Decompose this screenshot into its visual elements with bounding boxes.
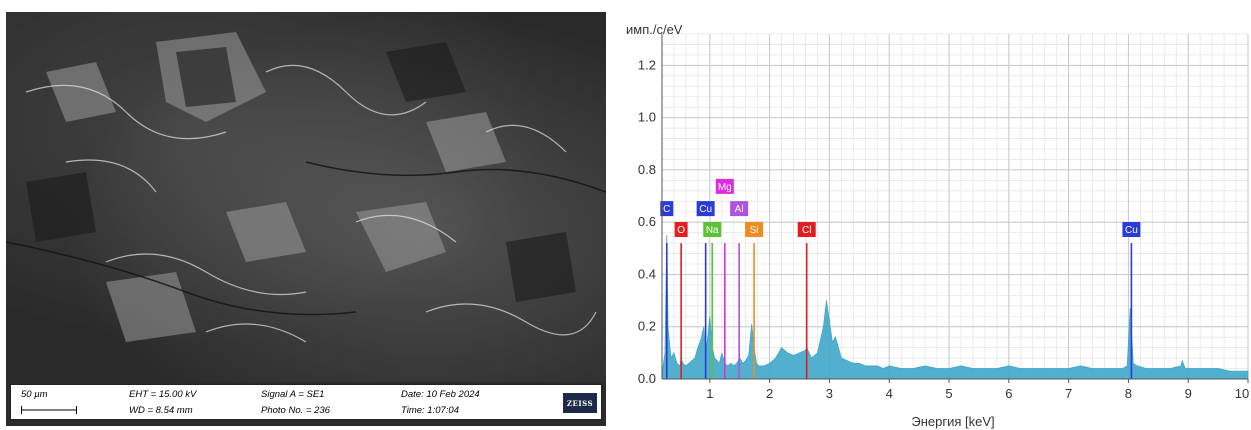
photo-number-text: Photo No. = 236 (261, 405, 330, 416)
x-tick-label: 5 (945, 386, 952, 401)
element-label-o: O (677, 225, 685, 236)
zeiss-logo-text: ZEISS (566, 398, 594, 408)
y-tick-label: 1.0 (638, 110, 656, 125)
x-tick-label: 2 (766, 386, 773, 401)
scale-bar (21, 406, 77, 414)
element-label-box-cu (696, 201, 715, 217)
time-text: Time: 1:07:04 (401, 405, 460, 416)
element-label-box-cu (1122, 222, 1141, 238)
eht-text: EHT = 15.00 kV (129, 389, 197, 400)
element-label-si: Si (750, 225, 759, 236)
y-tick-label: 0.4 (638, 266, 656, 281)
element-label-al: Al (735, 204, 744, 215)
x-tick-label: 6 (1005, 386, 1012, 401)
grid-layer (661, 33, 1249, 380)
date-text: Date: 10 Feb 2024 (401, 389, 480, 400)
x-tick-label: 3 (826, 386, 833, 401)
element-label-cu: Cu (699, 204, 712, 215)
plot-background (662, 34, 1248, 379)
element-label-na: Na (706, 225, 719, 236)
x-tick-label: 8 (1125, 386, 1132, 401)
axes-layer: 0.0 0.2 0.4 0.6 0.8 1.0 1.2 1 2 3 4 5 6 7 8 9 10 (638, 34, 1249, 401)
element-label-cu: Cu (1125, 225, 1138, 236)
element-label-mg: Mg (718, 182, 732, 193)
element-label-box-c (660, 201, 674, 217)
spectrum-area (661, 235, 1249, 380)
element-label-box-na (703, 222, 722, 238)
y-tick-label: 0.2 (638, 319, 656, 334)
x-tick-label: 4 (886, 386, 893, 401)
signal-text: Signal A = SE1 (261, 389, 325, 400)
y-tick-label: 1.2 (638, 57, 656, 72)
y-tick-label: 0.0 (638, 371, 656, 386)
x-tick-label: 10 (1235, 386, 1249, 401)
element-label-box-cl (797, 222, 816, 238)
x-axis-title: Энергия [keV] (911, 414, 994, 429)
x-tick-label: 7 (1065, 386, 1072, 401)
element-label-box-mg (715, 178, 734, 194)
element-label-box-o (674, 222, 688, 238)
sem-image (6, 12, 606, 382)
y-axis-unit-label: имп./c/eV (626, 22, 683, 37)
scale-bar-label: 50 µm (21, 389, 48, 400)
element-label-cl: Cl (802, 225, 811, 236)
element-label-box-al (730, 201, 749, 217)
element-label-c: C (663, 204, 670, 215)
sem-info-bar: 50 µm EHT = 15.00 kV WD = 8.54 mm Signal… (10, 384, 602, 420)
y-tick-label: 0.8 (638, 162, 656, 177)
y-tick-label: 0.6 (638, 214, 656, 229)
spectrum-area-layer (661, 235, 1249, 380)
x-tick-label: 1 (706, 386, 713, 401)
eds-spectrum-chart: C O Cu Na Mg Al Si Cl Cu 0.0 0.2 0.4 0.6 0.8 1.0 1.2 1 2… (616, 0, 1251, 430)
wd-text: WD = 8.54 mm (129, 405, 193, 416)
sem-micrograph-panel: 50 µm EHT = 15.00 kV WD = 8.54 mm Signal… (6, 12, 606, 426)
element-label-box-si (745, 222, 764, 238)
zeiss-logo: ZEISS (563, 393, 597, 413)
x-tick-label: 9 (1185, 386, 1192, 401)
